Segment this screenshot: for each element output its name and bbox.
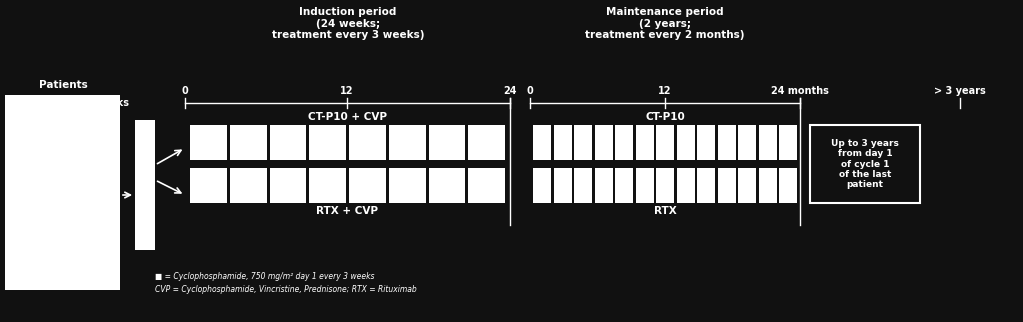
Bar — [738, 125, 756, 160]
Bar — [429, 168, 465, 203]
Text: > 3 years: > 3 years — [934, 86, 986, 96]
Text: 12: 12 — [658, 86, 672, 96]
Bar — [635, 125, 654, 160]
Bar — [717, 168, 736, 203]
Text: RTX: RTX — [654, 206, 676, 216]
Bar — [574, 168, 592, 203]
Bar — [230, 168, 267, 203]
Text: ■ = Cyclophosphamide, 750 mg/m² day 1 every 3 weeks: ■ = Cyclophosphamide, 750 mg/m² day 1 ev… — [155, 272, 374, 281]
Bar — [533, 125, 551, 160]
Bar — [738, 168, 756, 203]
Text: Induction period
(24 weeks;
treatment every 3 weeks): Induction period (24 weeks; treatment ev… — [272, 7, 425, 40]
Bar — [656, 168, 674, 203]
Bar — [656, 125, 674, 160]
Bar — [230, 125, 267, 160]
Bar — [429, 125, 465, 160]
Text: CT-P10: CT-P10 — [646, 112, 684, 122]
Text: RTX + CVP: RTX + CVP — [316, 206, 379, 216]
Bar — [349, 125, 386, 160]
Text: 0: 0 — [527, 86, 533, 96]
Bar — [135, 120, 155, 250]
Text: Maintenance period
(2 years;
treatment every 2 months): Maintenance period (2 years; treatment e… — [585, 7, 745, 40]
Text: Up to 3 years
from day 1
of cycle 1
of the last
patient: Up to 3 years from day 1 of cycle 1 of t… — [831, 139, 899, 189]
Text: 24: 24 — [503, 86, 517, 96]
Text: CVP = Cyclophosphamide, Vincristine, Prednisone; RTX = Rituximab: CVP = Cyclophosphamide, Vincristine, Pre… — [155, 285, 416, 294]
Bar — [697, 125, 715, 160]
Text: Patients: Patients — [39, 80, 87, 90]
Text: 24 months: 24 months — [771, 86, 829, 96]
Bar — [758, 168, 776, 203]
Bar — [389, 125, 426, 160]
Bar — [533, 168, 551, 203]
Bar — [779, 168, 797, 203]
Bar — [717, 125, 736, 160]
Bar — [309, 168, 346, 203]
Bar — [779, 125, 797, 160]
Bar — [574, 125, 592, 160]
Bar — [594, 168, 613, 203]
Bar — [389, 168, 426, 203]
Bar — [269, 168, 306, 203]
Text: 12: 12 — [341, 86, 354, 96]
Bar — [553, 125, 572, 160]
Bar — [635, 168, 654, 203]
Bar — [615, 125, 633, 160]
Bar — [269, 125, 306, 160]
Bar — [469, 168, 505, 203]
Text: 0: 0 — [182, 86, 188, 96]
Bar — [615, 168, 633, 203]
Bar — [676, 168, 695, 203]
Bar — [190, 125, 227, 160]
Bar — [594, 125, 613, 160]
Bar — [553, 168, 572, 203]
Bar — [676, 125, 695, 160]
Bar — [5, 95, 120, 290]
Bar — [469, 125, 505, 160]
Bar — [309, 125, 346, 160]
Bar — [349, 168, 386, 203]
Bar — [190, 168, 227, 203]
Bar — [810, 125, 920, 203]
Text: CT-P10 + CVP: CT-P10 + CVP — [308, 112, 387, 122]
Text: Weeks: Weeks — [94, 98, 130, 108]
Bar — [758, 125, 776, 160]
Bar — [697, 168, 715, 203]
